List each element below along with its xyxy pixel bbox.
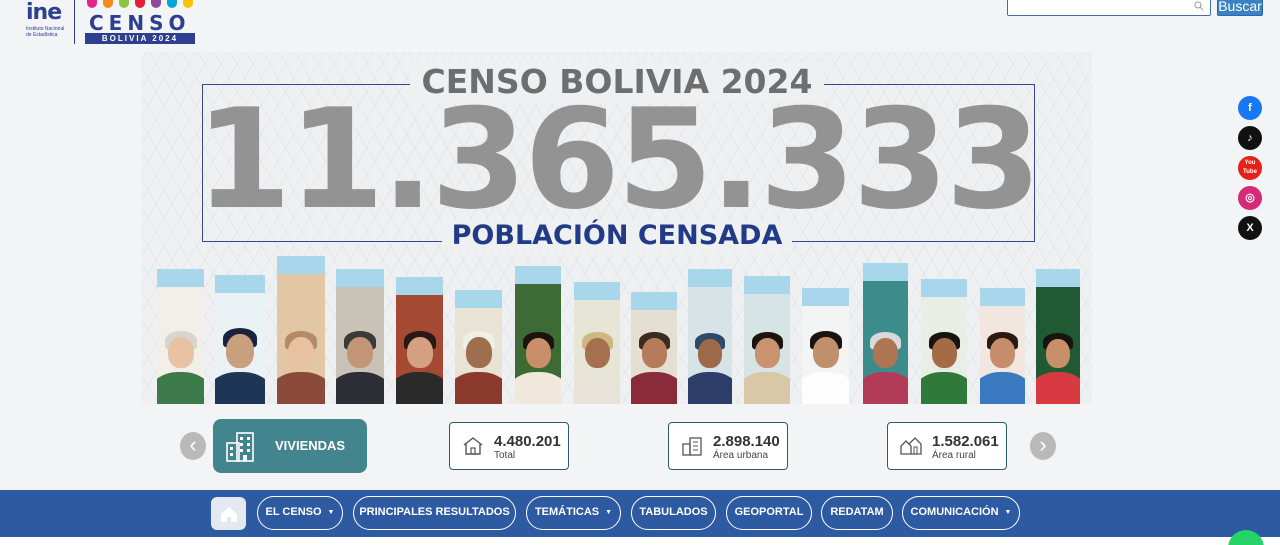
nav-label: GEOPORTAL — [734, 506, 804, 518]
person-photo — [980, 288, 1025, 404]
nav-comunicacion[interactable]: COMUNICACIÓN ▼ — [902, 496, 1020, 530]
ine-logo[interactable]: ine Instituto Nacional de Estadística — [24, 0, 68, 44]
nav-el-censo[interactable]: EL CENSO ▼ — [257, 496, 343, 530]
censo-logo-band: BOLIVIA 2024 — [85, 33, 195, 44]
ine-logo-text: ine — [26, 0, 62, 25]
person-photo — [515, 266, 561, 404]
nav-tematicas[interactable]: TEMÁTICAS ▼ — [526, 496, 621, 530]
house-icon — [463, 437, 483, 455]
person-photo — [1036, 269, 1080, 404]
population-number: 11.365.333 — [195, 79, 1041, 240]
logo-color-bar — [87, 0, 97, 8]
tiktok-icon[interactable]: ♪ — [1238, 126, 1262, 150]
person-photo — [921, 279, 967, 404]
stat-value: 1.582.061 — [932, 433, 999, 450]
x-icon[interactable]: X — [1238, 216, 1262, 240]
censo-logo-bars — [87, 0, 193, 8]
facebook-icon[interactable]: f — [1238, 96, 1262, 120]
youtube-glyph: You Tube — [1243, 160, 1257, 175]
person-photo — [863, 263, 908, 404]
ine-logo-subtitle: Instituto Nacional de Estadística — [26, 26, 65, 38]
banner-subtitle: POBLACIÓN CENSADA — [142, 220, 1092, 251]
stat-value: 4.480.201 — [494, 433, 561, 450]
stat-card-urban: 2.898.140 Área urbana — [668, 422, 788, 470]
logo-color-bar — [103, 0, 113, 8]
tiktok-glyph: ♪ — [1247, 132, 1253, 144]
search-input[interactable] — [1007, 0, 1211, 16]
header-logos: ine Instituto Nacional de Estadística CE… — [24, 0, 197, 46]
logo-color-bar — [167, 0, 177, 8]
x-glyph: X — [1246, 222, 1254, 234]
chevron-down-icon: ▼ — [605, 509, 613, 516]
person-photo — [396, 277, 443, 404]
nav-label: EL CENSO — [265, 506, 322, 518]
person-photo — [455, 290, 502, 404]
logo-color-bar — [183, 0, 193, 8]
instagram-icon[interactable]: ◎ — [1238, 186, 1262, 210]
banner-title-text: CENSO BOLIVIA 2024 — [409, 62, 825, 101]
nav-tabulados[interactable]: TABULADOS — [631, 496, 716, 530]
village-icon — [900, 437, 922, 455]
search-icon — [1194, 1, 1204, 11]
person-photo — [688, 269, 732, 404]
nav-label: PRINCIPALES RESULTADOS — [359, 506, 510, 518]
stat-caption: Total — [494, 450, 516, 461]
stat-value: 2.898.140 — [713, 433, 780, 450]
city-icon — [682, 437, 702, 456]
carousel-prev-button[interactable]: ‹ — [180, 432, 206, 460]
person-photo — [802, 288, 849, 404]
stat-card-rural: 1.582.061 Área rural — [887, 422, 1007, 470]
censo-logo-word: CENSO — [89, 11, 191, 35]
facebook-glyph: f — [1248, 102, 1252, 114]
logo-color-bar — [151, 0, 161, 8]
person-photo — [574, 282, 620, 404]
chevron-down-icon: ▼ — [327, 509, 335, 516]
person-photo — [277, 256, 325, 404]
person-photo — [744, 276, 790, 404]
logo-color-bar — [135, 0, 145, 8]
person-photo — [157, 269, 204, 404]
nav-geoportal[interactable]: GEOPORTAL — [726, 496, 812, 530]
home-icon — [221, 507, 237, 522]
page-content-start — [0, 537, 1280, 545]
logo-color-bar — [119, 0, 129, 8]
logo-divider — [74, 0, 75, 44]
stat-caption: Área urbana — [713, 450, 769, 461]
person-photo — [631, 292, 677, 404]
chevron-down-icon: ▼ — [1004, 509, 1012, 516]
main-navigation: EL CENSO ▼ PRINCIPALES RESULTADOS TEMÁTIC… — [0, 490, 1280, 537]
nav-label: COMUNICACIÓN — [910, 506, 999, 518]
nav-principales-resultados[interactable]: PRINCIPALES RESULTADOS — [353, 496, 516, 530]
home-button[interactable] — [211, 497, 246, 530]
nav-label: TABULADOS — [639, 506, 708, 518]
banner-title: CENSO BOLIVIA 2024 — [142, 62, 1092, 101]
viviendas-tab-button[interactable]: VIVIENDAS — [213, 419, 367, 473]
stat-card-total: 4.480.201 Total — [449, 422, 569, 470]
nav-label: REDATAM — [830, 506, 884, 518]
search-button[interactable]: Buscar — [1217, 0, 1263, 16]
nav-label: TEMÁTICAS — [534, 506, 600, 518]
buildings-icon — [226, 432, 254, 462]
censo-logo[interactable]: CENSO BOLIVIA 2024 — [85, 0, 197, 44]
person-photo — [215, 275, 265, 404]
census-banner[interactable]: CENSO BOLIVIA 2024 11.365.333 POBLACIÓN … — [142, 52, 1092, 404]
instagram-glyph: ◎ — [1245, 192, 1255, 204]
banner-subtitle-text: POBLACIÓN CENSADA — [441, 220, 793, 251]
viviendas-label: VIVIENDAS — [275, 438, 346, 453]
youtube-icon[interactable]: You Tube — [1238, 156, 1262, 180]
carousel-next-button[interactable]: › — [1030, 432, 1056, 460]
whatsapp-chat-icon[interactable] — [1228, 530, 1264, 545]
nav-redatam[interactable]: REDATAM — [821, 496, 893, 530]
person-photo — [336, 269, 384, 404]
stat-caption: Área rural — [932, 450, 976, 461]
